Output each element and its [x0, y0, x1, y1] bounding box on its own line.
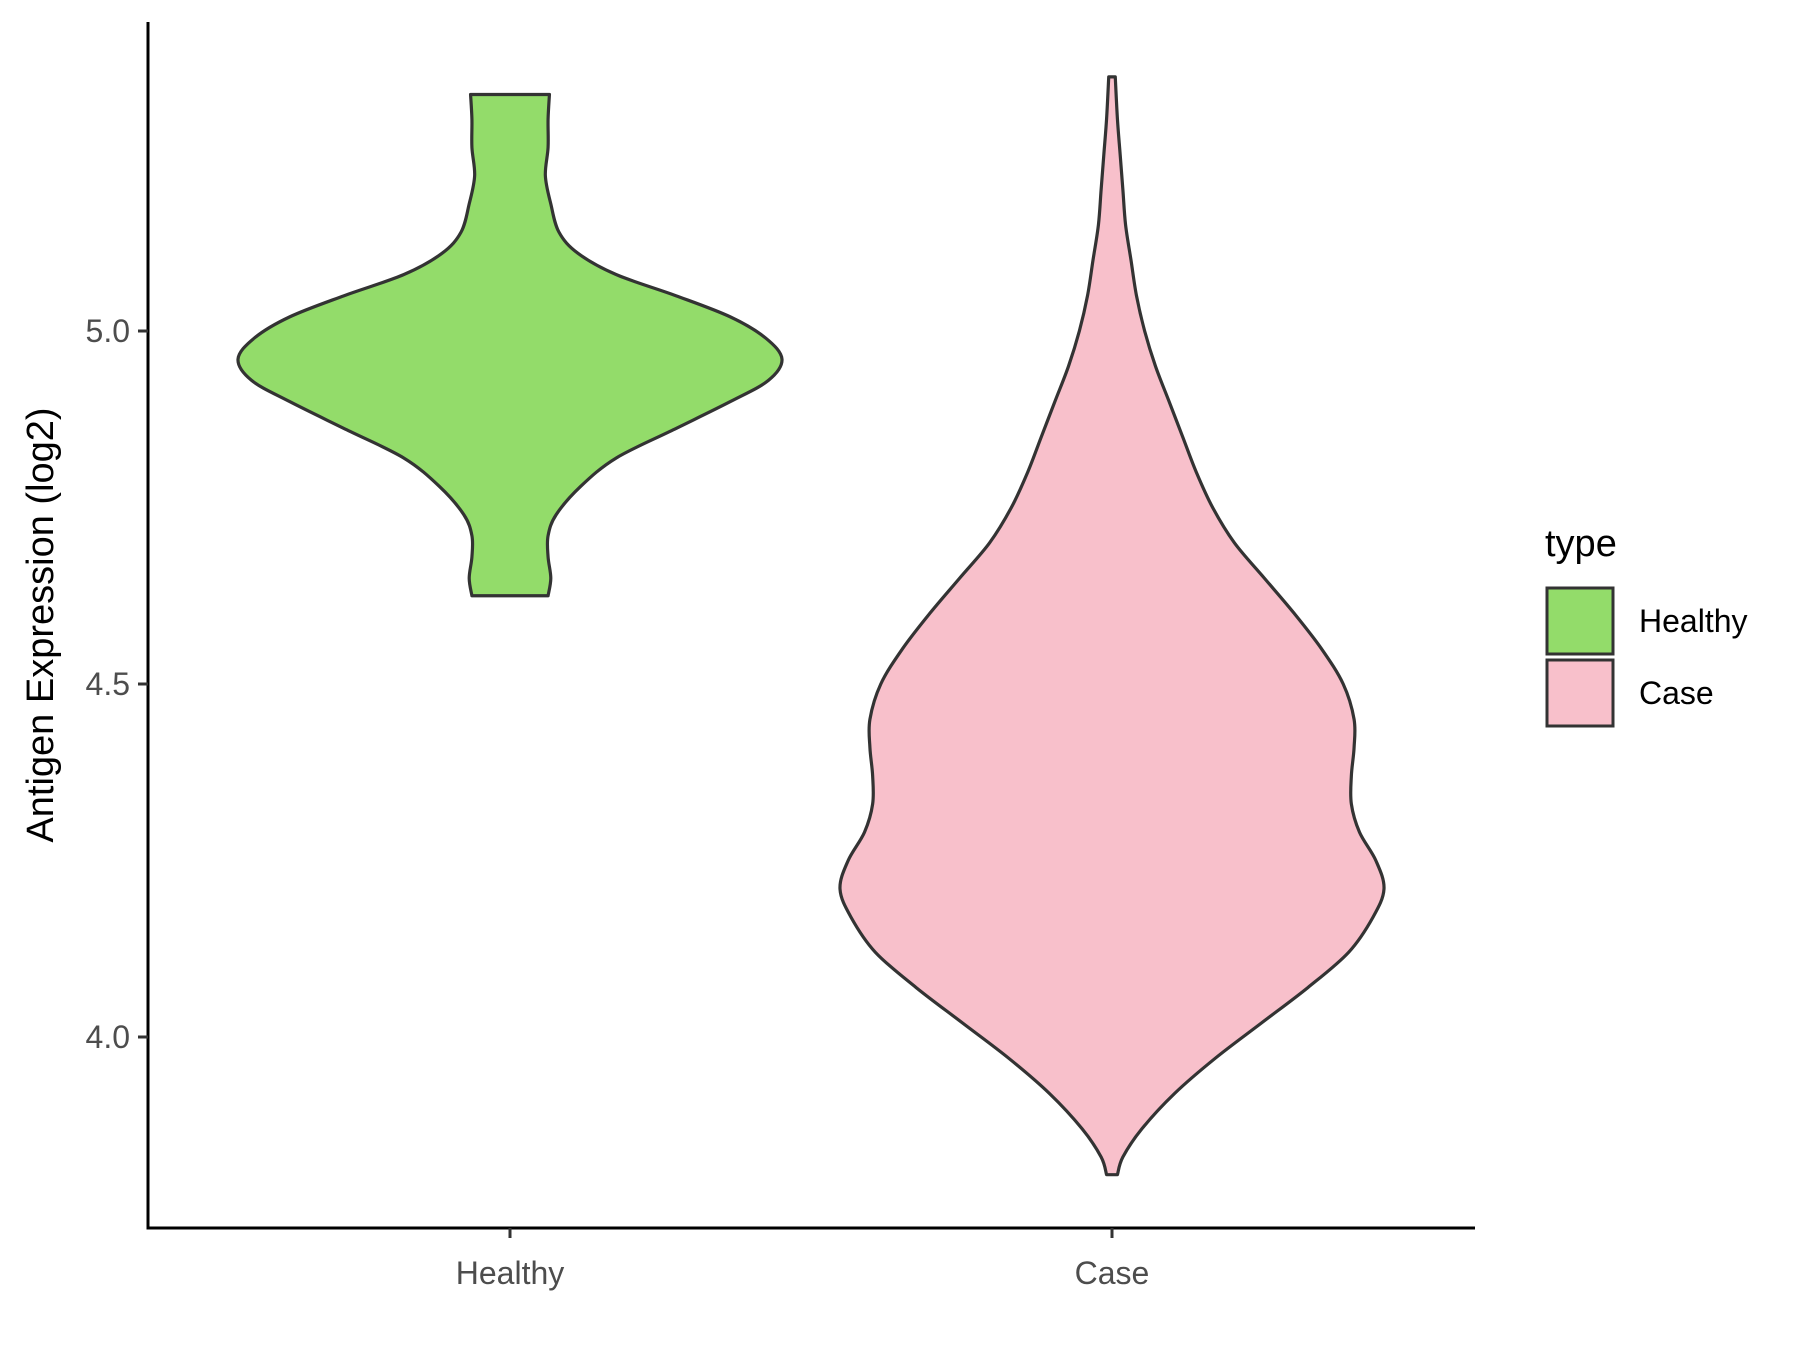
legend: type Healthy Case — [1545, 523, 1748, 728]
legend-label-case: Case — [1639, 675, 1714, 711]
legend-label-healthy: Healthy — [1639, 603, 1748, 639]
violin-case — [838, 75, 1386, 1177]
y-tick-label: 4.5 — [86, 666, 130, 702]
violin-healthy — [236, 92, 784, 598]
violins-layer — [236, 75, 1386, 1177]
y-tick-label: 5.0 — [86, 313, 130, 349]
legend-title: type — [1545, 523, 1617, 565]
legend-key-healthy — [1545, 586, 1615, 656]
y-axis-title: Antigen Expression (log2) — [20, 407, 62, 842]
y-ticks: 4.0 4.5 5.0 — [86, 313, 148, 1055]
x-tick-label: Case — [1075, 1255, 1150, 1291]
legend-key-case — [1545, 658, 1615, 728]
y-tick-label: 4.0 — [86, 1019, 130, 1055]
x-tick-label: Healthy — [456, 1255, 565, 1291]
x-ticks: Healthy Case — [456, 1228, 1150, 1291]
